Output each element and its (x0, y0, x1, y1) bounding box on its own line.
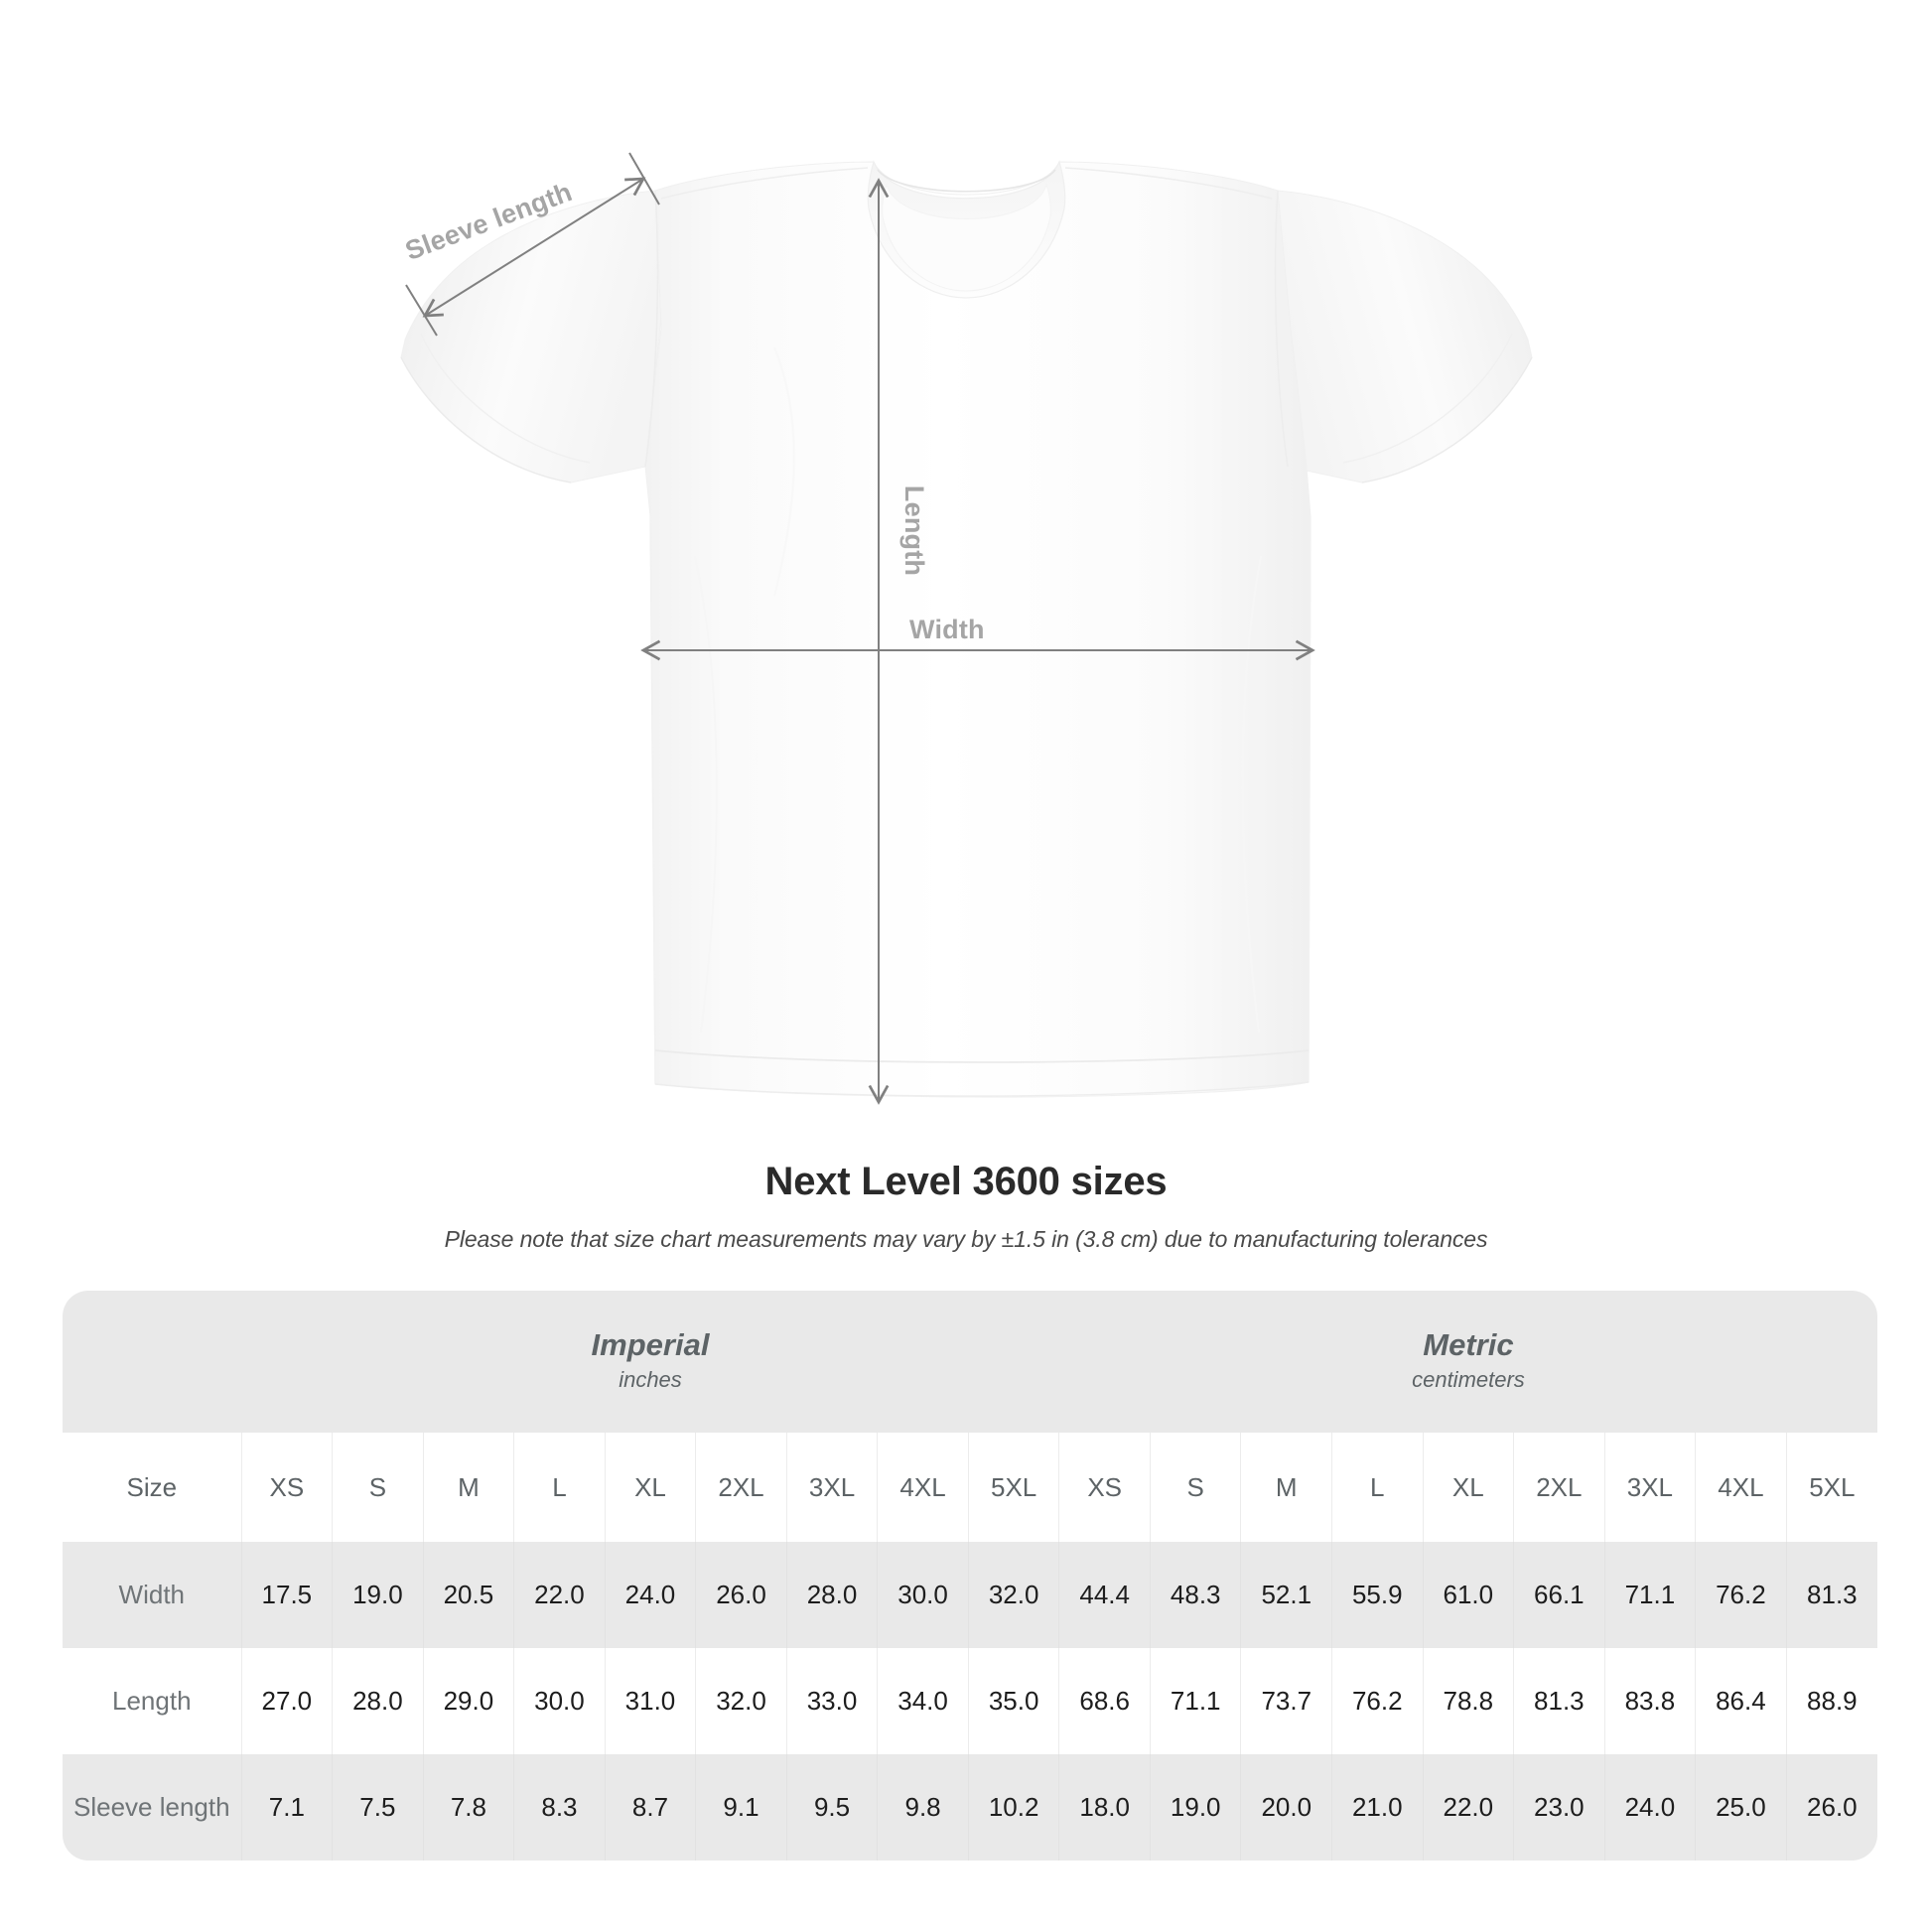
measurement-row-label: Width (63, 1542, 242, 1648)
unit-subtitle: inches (619, 1366, 682, 1392)
length-label: Length (899, 484, 930, 577)
size-chart-table: Imperial inches Metric centimeters Size XS S M L… (63, 1291, 1877, 1861)
title-block: Next Level 3600 sizes Please note that s… (0, 1160, 1932, 1253)
measurement-cell: 10.2 (967, 1754, 1059, 1861)
measurement-cell: 7.1 (240, 1754, 333, 1861)
measurement-cell: 28.0 (332, 1648, 424, 1754)
shirt-diagram: Sleeve length Length Width (400, 152, 1533, 1105)
measurement-cell: 22.0 (1422, 1754, 1514, 1861)
measurement-cell: 55.9 (1331, 1542, 1424, 1648)
unit-subtitle: centimeters (1412, 1366, 1525, 1392)
size-header-cell[interactable]: 5XL (1785, 1433, 1877, 1542)
measurement-cell: 81.3 (1513, 1648, 1605, 1754)
size-header-cell[interactable]: 3XL (785, 1433, 878, 1542)
width-label: Width (909, 615, 985, 644)
measurement-cell: 76.2 (1695, 1542, 1787, 1648)
measurement-cell: 26.0 (1785, 1754, 1877, 1861)
measurement-cell: 20.0 (1240, 1754, 1332, 1861)
measurement-cell: 35.0 (967, 1648, 1059, 1754)
measurement-cell: 9.5 (785, 1754, 878, 1861)
measurement-cell: 31.0 (604, 1648, 696, 1754)
measurement-cell: 83.8 (1603, 1648, 1696, 1754)
measurement-cell: 68.6 (1058, 1648, 1151, 1754)
size-header-cell[interactable]: M (1240, 1433, 1332, 1542)
size-header-cell[interactable]: XL (1422, 1433, 1514, 1542)
measurement-cell: 21.0 (1331, 1754, 1424, 1861)
measurement-row-label: Length (63, 1648, 242, 1754)
size-header-cell[interactable]: S (332, 1433, 424, 1542)
table-row: Width 17.5 19.0 20.5 22.0 24.0 26.0 28.0 30.0 32.… (63, 1542, 1877, 1648)
unit-header-imperial: Imperial inches (241, 1291, 1059, 1433)
measurement-cell: 20.5 (422, 1542, 514, 1648)
size-chart-table-container: Imperial inches Metric centimeters Size XS S M L… (63, 1291, 1877, 1861)
size-header-cell[interactable]: L (513, 1433, 606, 1542)
size-header-cell[interactable]: M (422, 1433, 514, 1542)
measurement-cell: 61.0 (1422, 1542, 1514, 1648)
measurement-cell: 19.0 (332, 1542, 424, 1648)
measurement-cell: 22.0 (513, 1542, 606, 1648)
page-title: Next Level 3600 sizes (764, 1160, 1168, 1203)
size-header-cell[interactable]: XL (604, 1433, 696, 1542)
size-header-cell[interactable]: 3XL (1603, 1433, 1696, 1542)
size-header-cell[interactable]: 2XL (1513, 1433, 1605, 1542)
measurement-cell: 7.8 (422, 1754, 514, 1861)
measurement-cell: 18.0 (1058, 1754, 1151, 1861)
measurement-cell: 88.9 (1785, 1648, 1877, 1754)
measurement-cell: 24.0 (1603, 1754, 1696, 1861)
measurement-cell: 7.5 (332, 1754, 424, 1861)
measurement-cell: 32.0 (695, 1648, 787, 1754)
size-header-cell[interactable]: 5XL (967, 1433, 1059, 1542)
size-header-cell[interactable]: XS (1058, 1433, 1151, 1542)
measurement-row-label: Sleeve length (63, 1754, 242, 1861)
unit-name: Metric (1423, 1327, 1514, 1363)
unit-banner-row: Imperial inches Metric centimeters (63, 1291, 1877, 1433)
measurement-cell: 86.4 (1695, 1648, 1787, 1754)
measurement-cell: 32.0 (967, 1542, 1059, 1648)
size-header-cell[interactable]: L (1331, 1433, 1424, 1542)
size-header-cell[interactable]: XS (240, 1433, 333, 1542)
measurement-cell: 19.0 (1149, 1754, 1241, 1861)
measurement-cell: 24.0 (604, 1542, 696, 1648)
measurement-cell: 73.7 (1240, 1648, 1332, 1754)
size-row-label: Size (63, 1433, 242, 1542)
measurement-cell: 8.3 (513, 1754, 606, 1861)
measurement-cell: 25.0 (1695, 1754, 1787, 1861)
measurement-cell: 52.1 (1240, 1542, 1332, 1648)
measurement-cell: 26.0 (695, 1542, 787, 1648)
size-header-row: Size XS S M L XL 2XL 3XL 4XL 5XL XS S M L XL 2XL 3XL 4XL 5… (63, 1433, 1877, 1542)
measurement-cell: 66.1 (1513, 1542, 1605, 1648)
table-row: Length 27.0 28.0 29.0 30.0 31.0 32.0 33.0 34.0 35… (63, 1648, 1877, 1754)
measurement-cell: 76.2 (1331, 1648, 1424, 1754)
tolerance-note: Please note that size chart measurements… (444, 1226, 1488, 1252)
unit-header-metric: Metric centimeters (1058, 1291, 1877, 1433)
measurement-cell: 9.1 (695, 1754, 787, 1861)
measurement-cell: 8.7 (604, 1754, 696, 1861)
measurement-cell: 81.3 (1785, 1542, 1877, 1648)
measurement-cell: 34.0 (877, 1648, 969, 1754)
measurement-cell: 71.1 (1603, 1542, 1696, 1648)
size-header-cell[interactable]: 2XL (695, 1433, 787, 1542)
measurement-cell: 48.3 (1149, 1542, 1241, 1648)
measurement-cell: 44.4 (1058, 1542, 1151, 1648)
measurement-cell: 30.0 (513, 1648, 606, 1754)
measurement-cell: 28.0 (785, 1542, 878, 1648)
measurement-cell: 71.1 (1149, 1648, 1241, 1754)
measurement-cell: 17.5 (240, 1542, 333, 1648)
size-header-cell[interactable]: 4XL (877, 1433, 969, 1542)
size-header-cell[interactable]: 4XL (1695, 1433, 1787, 1542)
measurement-cell: 9.8 (877, 1754, 969, 1861)
measurement-cell: 29.0 (422, 1648, 514, 1754)
sleeve-length-arrow (405, 152, 660, 337)
table-row: Sleeve length 7.1 7.5 7.8 8.3 8.7 9.1 9.5 9.8 10.… (63, 1754, 1877, 1861)
measurement-cell: 78.8 (1422, 1648, 1514, 1754)
unit-banner-spacer (63, 1291, 242, 1433)
tshirt-illustration (400, 152, 1533, 1105)
size-header-cell[interactable]: S (1149, 1433, 1241, 1542)
unit-name: Imperial (591, 1327, 710, 1363)
measurement-cell: 30.0 (877, 1542, 969, 1648)
measurement-cell: 23.0 (1513, 1754, 1605, 1861)
measurement-cell: 27.0 (240, 1648, 333, 1754)
shirt-shape (400, 160, 1533, 1098)
measurement-cell: 33.0 (785, 1648, 878, 1754)
